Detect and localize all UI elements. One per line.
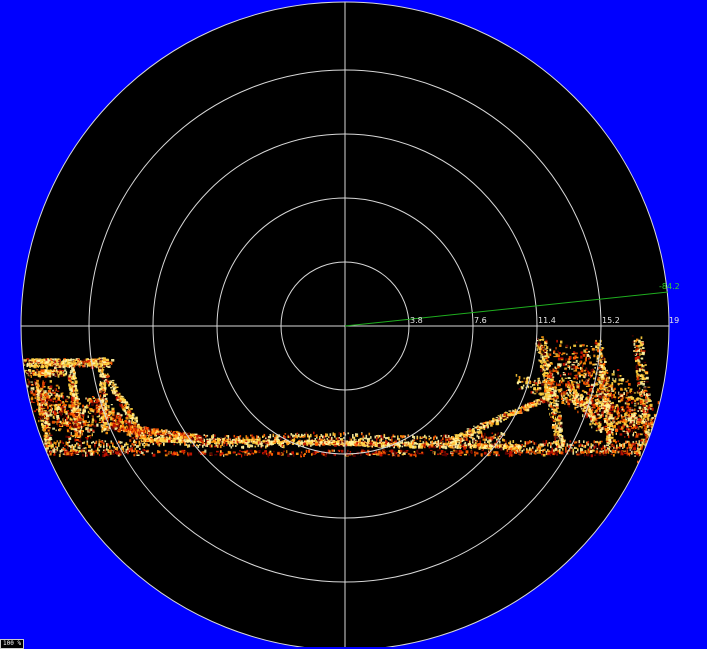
status-badge: 100 % [0, 639, 24, 649]
range-label-4: 15.2 [602, 316, 620, 325]
range-label-5: 19 [669, 316, 679, 325]
range-label-2: 7.6 [474, 316, 487, 325]
range-label-3: 11.4 [538, 316, 556, 325]
bearing-label: -84.2 [659, 282, 680, 291]
range-label-1: 3.8 [410, 316, 423, 325]
